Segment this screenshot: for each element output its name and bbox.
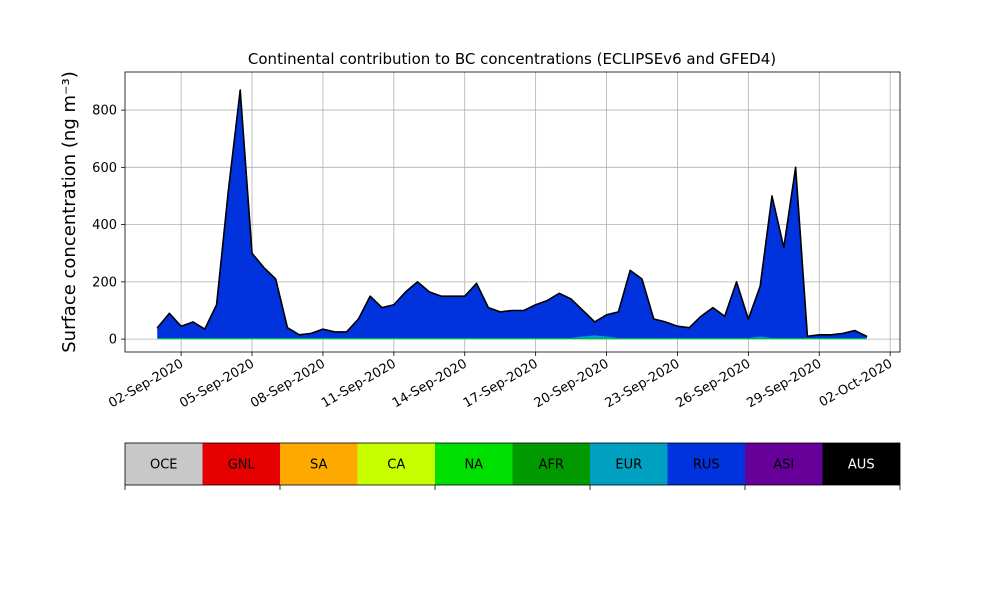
x-tick-label: 17-Sep-2020 [461,356,541,411]
legend-label: OCE [150,458,178,473]
plot-frame [124,71,901,353]
legend-label: RUS [693,458,720,473]
legend-swatch [280,443,358,485]
legend-swatch [435,443,513,485]
legend-label: AFR [539,458,564,473]
y-tick-label: 800 [92,104,117,119]
x-tick-label: 29-Sep-2020 [744,356,824,411]
legend-swatch [357,443,435,485]
legend-swatch [202,443,280,485]
area [156,89,868,338]
y-tick-label: 200 [92,275,117,290]
legend-swatch [590,443,668,485]
chart-title: Continental contribution to BC concentra… [248,50,776,68]
legend-swatch [512,443,590,485]
y-tick-label: 0 [109,333,117,348]
area [157,89,867,338]
legend-label: GNL [228,458,256,473]
legend-swatch [822,443,900,485]
x-tick-label: 05-Sep-2020 [177,356,257,411]
legend-label: SA [310,458,327,473]
y-tick-label: 600 [92,161,117,176]
x-tick-label: 11-Sep-2020 [319,356,399,411]
legend-label: ASI [773,458,794,473]
legend-label: AUS [848,458,875,473]
x-tick-label: 02-Oct-2020 [817,356,895,410]
x-tick-label: 08-Sep-2020 [248,356,328,411]
x-tick-label: 02-Sep-2020 [106,356,186,411]
legend-frame [124,442,901,486]
x-tick-label: 14-Sep-2020 [390,356,470,411]
y-axis-label: Surface concentration (ng m⁻³) [59,71,80,353]
legend-label: EUR [615,458,642,473]
x-tick-label: 20-Sep-2020 [532,356,612,411]
legend-label: NA [464,458,483,473]
x-tick-label: 26-Sep-2020 [674,356,754,411]
y-tick-label: 400 [92,218,117,233]
legend-swatch [745,443,823,485]
legend-swatch [125,443,203,485]
x-tick-label: 23-Sep-2020 [603,356,683,411]
legend-label: CA [387,458,405,473]
legend-swatch [667,443,745,485]
